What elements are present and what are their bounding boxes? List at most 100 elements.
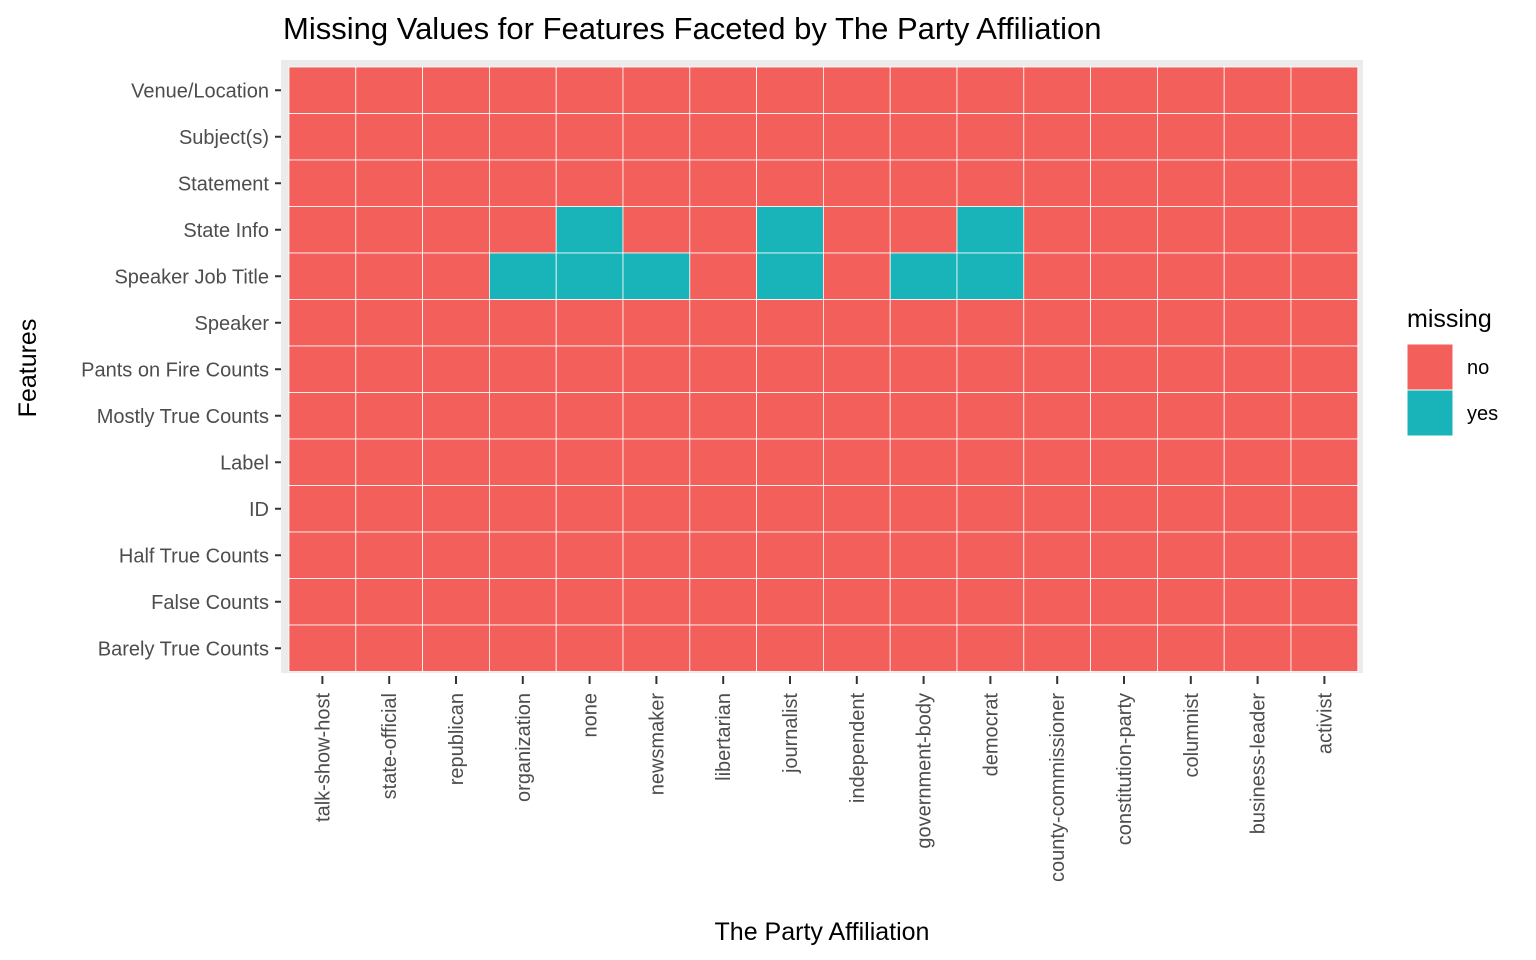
tile-present (555, 159, 624, 207)
tile-present (622, 438, 691, 486)
tile-present (1157, 252, 1225, 300)
tile-present (756, 345, 824, 393)
tile-present (622, 159, 691, 207)
tile-present (555, 66, 624, 114)
tile-present (1223, 485, 1292, 533)
tile-present (1290, 206, 1359, 254)
tile-missing (756, 206, 824, 254)
tile-missing (889, 252, 958, 300)
tile-present (1157, 531, 1225, 579)
tile-present (422, 159, 490, 207)
tile-present (1157, 392, 1225, 440)
tile-present (756, 66, 824, 114)
tile-present (288, 438, 357, 486)
legend-label-no: no (1467, 357, 1489, 379)
tile-present (823, 485, 891, 533)
y-tick-label: Speaker Job Title (114, 266, 269, 288)
x-tick-label: talk-show-host (312, 693, 334, 822)
tile-present (1290, 113, 1359, 161)
tile-present (488, 299, 557, 347)
legend-label-yes: yes (1467, 403, 1498, 425)
tile-present (956, 531, 1025, 579)
y-tick-label: Statement (178, 173, 270, 195)
tile-present (956, 485, 1025, 533)
tile-present (288, 159, 357, 207)
tile-present (1090, 438, 1158, 486)
tile-present (488, 485, 557, 533)
y-tick-label: False Counts (151, 592, 269, 614)
legend-key-no (1406, 343, 1454, 391)
tile-present (1090, 578, 1158, 626)
tile-present (1223, 299, 1292, 347)
tile-present (1223, 345, 1292, 393)
tile-present (288, 624, 357, 672)
tile-present (756, 392, 824, 440)
tile-present (889, 159, 958, 207)
tile-missing (956, 252, 1025, 300)
tile-present (1090, 392, 1158, 440)
y-tick-label: Barely True Counts (98, 638, 269, 660)
tile-present (756, 531, 824, 579)
tile-present (756, 624, 824, 672)
tile-present (422, 578, 490, 626)
tile-present (488, 578, 557, 626)
tile-present (355, 392, 423, 440)
tile-missing (488, 252, 557, 300)
tile-present (889, 299, 958, 347)
tile-present (1023, 252, 1091, 300)
tile-present (422, 252, 490, 300)
tile-present (488, 624, 557, 672)
tile-present (889, 438, 958, 486)
tile-present (488, 206, 557, 254)
tile-present (1157, 299, 1225, 347)
tile-grid (288, 66, 1359, 672)
tile-present (1290, 66, 1359, 114)
tile-present (355, 299, 423, 347)
tile-present (1223, 392, 1292, 440)
x-tick-label: journalist (780, 693, 802, 774)
tile-present (622, 299, 691, 347)
tile-present (689, 206, 757, 254)
tile-present (823, 113, 891, 161)
tile-present (889, 113, 958, 161)
tile-present (689, 345, 757, 393)
tile-present (622, 113, 691, 161)
tile-present (288, 345, 357, 393)
tile-present (689, 438, 757, 486)
tile-present (555, 392, 624, 440)
tile-present (1223, 438, 1292, 486)
tile-present (422, 345, 490, 393)
tile-present (422, 299, 490, 347)
tile-present (956, 392, 1025, 440)
tile-present (823, 159, 891, 207)
tile-present (1223, 252, 1292, 300)
tile-present (1157, 113, 1225, 161)
tile-present (1157, 624, 1225, 672)
tile-present (1290, 392, 1359, 440)
tile-present (756, 578, 824, 626)
x-axis: talk-show-host state-official republican or… (312, 676, 1336, 882)
tile-present (1023, 299, 1091, 347)
tile-present (622, 485, 691, 533)
tile-present (1290, 159, 1359, 207)
tile-present (1290, 578, 1359, 626)
tile-present (555, 113, 624, 161)
tile-present (555, 531, 624, 579)
tile-present (889, 578, 958, 626)
tile-present (689, 578, 757, 626)
tile-present (1090, 159, 1158, 207)
tile-present (1090, 252, 1158, 300)
chart-title: Missing Values for Features Faceted by T… (283, 11, 1101, 46)
tile-present (1157, 66, 1225, 114)
tile-present (555, 578, 624, 626)
tile-present (355, 624, 423, 672)
tile-present (355, 206, 423, 254)
legend-title: missing (1407, 305, 1492, 333)
x-tick-label: state-official (379, 693, 401, 799)
tile-present (422, 624, 490, 672)
tile-present (823, 299, 891, 347)
tile-present (689, 392, 757, 440)
tile-present (422, 438, 490, 486)
tile-present (1290, 299, 1359, 347)
tile-present (1090, 206, 1158, 254)
